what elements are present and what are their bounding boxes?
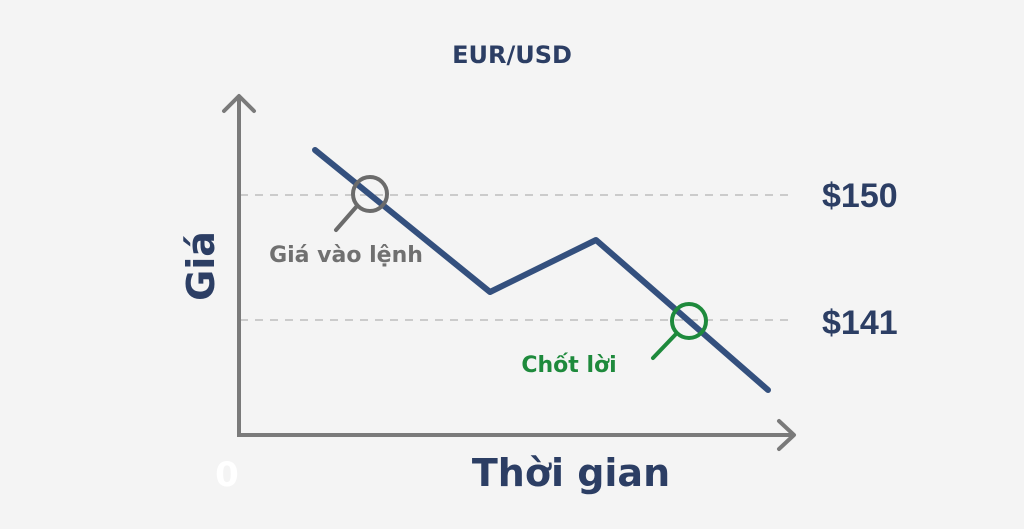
entry-label: Giá vào lệnh xyxy=(269,243,423,268)
y-axis-arrow-icon xyxy=(222,94,256,113)
entry-magnifier-handle xyxy=(334,204,359,232)
chart-title: EUR/USD xyxy=(452,41,572,69)
y-axis-title: Giá xyxy=(179,231,223,301)
level-label-150: $150 xyxy=(822,177,898,215)
take-profit-magnifier-icon xyxy=(670,302,708,340)
entry-marker xyxy=(334,175,389,232)
x-axis-title: Thời gian xyxy=(472,451,670,495)
axes xyxy=(222,94,796,451)
price-line xyxy=(312,147,771,393)
take-profit-magnifier-handle xyxy=(651,332,678,360)
level-label-141: $141 xyxy=(822,304,898,342)
origin-label: 0 xyxy=(215,455,239,495)
take-profit-marker xyxy=(651,302,708,360)
x-axis-arrow-icon xyxy=(777,419,796,451)
entry-magnifier-icon xyxy=(351,175,389,213)
take-profit-label: Chốt lời xyxy=(521,353,616,378)
